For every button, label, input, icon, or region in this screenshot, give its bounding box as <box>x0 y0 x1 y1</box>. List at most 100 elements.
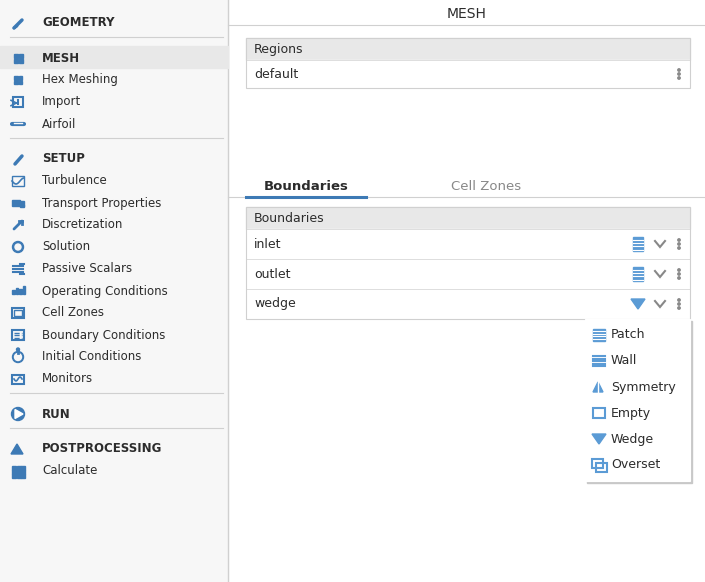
Text: Passive Scalars: Passive Scalars <box>42 262 132 275</box>
Circle shape <box>15 353 21 360</box>
Text: wedge: wedge <box>254 297 296 311</box>
Bar <box>20 201 24 206</box>
Text: Solution: Solution <box>42 240 90 254</box>
Bar <box>587 321 692 483</box>
Text: GEOMETRY: GEOMETRY <box>42 16 114 30</box>
Bar <box>246 259 690 289</box>
Bar <box>633 237 643 251</box>
Bar <box>16 470 20 474</box>
Bar <box>593 329 605 341</box>
Circle shape <box>678 77 680 79</box>
Bar <box>585 319 690 481</box>
Bar <box>21 466 25 470</box>
Text: RUN: RUN <box>42 407 70 421</box>
Bar <box>12 474 16 477</box>
Bar <box>14 310 22 316</box>
Bar <box>18 80 22 84</box>
Bar <box>593 408 605 418</box>
Polygon shape <box>15 410 23 418</box>
Circle shape <box>678 247 680 249</box>
Circle shape <box>13 242 23 253</box>
Circle shape <box>678 307 680 309</box>
Text: MESH: MESH <box>42 51 80 65</box>
Circle shape <box>678 299 680 301</box>
Bar <box>12 375 24 384</box>
Bar <box>246 229 690 259</box>
Text: Boundaries: Boundaries <box>254 211 324 225</box>
Text: Boundaries: Boundaries <box>264 179 348 193</box>
Circle shape <box>678 243 680 245</box>
Bar <box>21 474 25 477</box>
Text: Wall: Wall <box>611 354 637 367</box>
Bar <box>0 0 228 582</box>
Bar <box>19 59 23 63</box>
Bar <box>14 80 18 84</box>
Text: Regions: Regions <box>254 42 303 55</box>
Bar <box>246 60 690 88</box>
Text: Boundary Conditions: Boundary Conditions <box>42 328 166 342</box>
Polygon shape <box>631 299 645 309</box>
Bar <box>12 466 16 470</box>
Bar <box>12 330 24 340</box>
Bar <box>14 54 18 58</box>
Text: inlet: inlet <box>254 237 281 250</box>
Text: Discretization: Discretization <box>42 218 123 232</box>
Bar <box>12 176 24 186</box>
Text: Empty: Empty <box>611 406 651 420</box>
Text: Cell Zones: Cell Zones <box>451 179 521 193</box>
Circle shape <box>678 273 680 275</box>
Bar <box>12 290 15 294</box>
Circle shape <box>16 348 20 351</box>
Circle shape <box>678 269 680 271</box>
Text: Calculate: Calculate <box>42 464 97 477</box>
Polygon shape <box>593 382 603 392</box>
Text: Patch: Patch <box>611 328 646 342</box>
Circle shape <box>678 239 680 241</box>
Bar <box>21 470 25 474</box>
Text: Import: Import <box>42 95 81 108</box>
Bar <box>633 267 643 281</box>
Circle shape <box>11 407 25 421</box>
Circle shape <box>15 244 21 250</box>
Bar <box>14 76 18 80</box>
Text: default: default <box>254 68 298 80</box>
Bar <box>19 289 21 294</box>
Bar <box>12 200 20 206</box>
Text: Airfoil: Airfoil <box>42 118 76 130</box>
Bar <box>18 76 22 80</box>
Bar <box>246 207 690 319</box>
Bar <box>246 38 690 60</box>
Circle shape <box>678 69 680 71</box>
Text: Wedge: Wedge <box>611 432 654 445</box>
Text: Transport Properties: Transport Properties <box>42 197 161 210</box>
Bar <box>16 474 20 477</box>
Bar <box>20 205 24 207</box>
Polygon shape <box>592 434 606 444</box>
Bar <box>592 459 603 468</box>
Bar <box>12 308 24 318</box>
Bar <box>13 97 23 107</box>
Text: POSTPROCESSING: POSTPROCESSING <box>42 442 162 456</box>
Bar <box>16 288 18 294</box>
Text: Overset: Overset <box>611 459 661 471</box>
Bar <box>246 38 690 88</box>
Circle shape <box>678 303 680 305</box>
Bar <box>12 470 16 474</box>
Circle shape <box>678 277 680 279</box>
Text: Monitors: Monitors <box>42 372 93 385</box>
Bar <box>246 207 690 229</box>
Text: Initial Conditions: Initial Conditions <box>42 350 142 364</box>
Bar <box>23 286 25 294</box>
Bar <box>19 54 23 58</box>
Bar <box>0 46 228 68</box>
Text: MESH: MESH <box>447 7 487 21</box>
Polygon shape <box>11 444 23 454</box>
Text: Hex Meshing: Hex Meshing <box>42 73 118 87</box>
Text: Symmetry: Symmetry <box>611 381 676 393</box>
Text: Turbulence: Turbulence <box>42 175 106 187</box>
Text: outlet: outlet <box>254 268 290 281</box>
Bar <box>246 289 690 319</box>
Bar <box>14 59 18 63</box>
Bar <box>16 466 20 470</box>
Bar <box>596 463 607 472</box>
